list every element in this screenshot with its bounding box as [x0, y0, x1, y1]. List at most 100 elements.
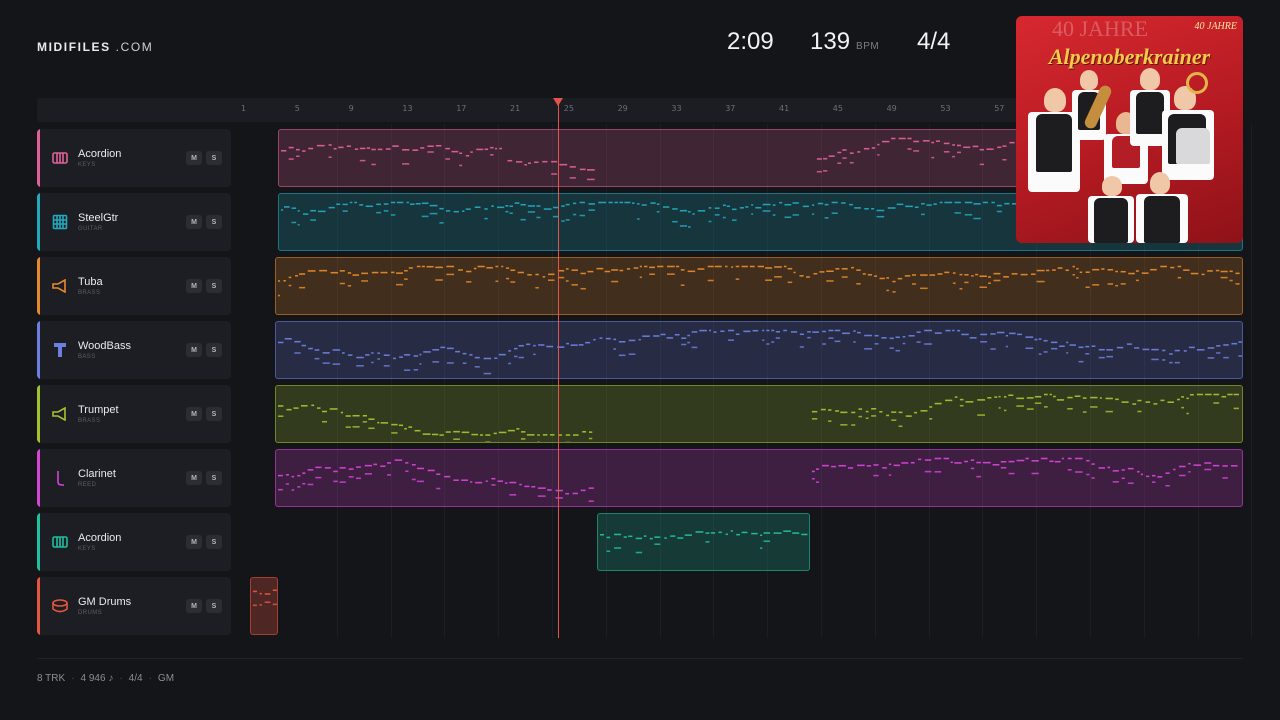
midi-clip[interactable] [597, 513, 810, 571]
playhead[interactable] [553, 98, 563, 638]
midi-clip[interactable] [275, 257, 1243, 315]
solo-button[interactable]: S [206, 215, 222, 229]
mute-button[interactable]: M [186, 599, 202, 613]
ruler-tick: 37 [725, 104, 736, 113]
playhead-handle[interactable] [553, 98, 563, 106]
grid-line [605, 124, 607, 638]
grid-line [1251, 124, 1253, 638]
footer-info: 8 TRK · 4 946 ♪ · 4/4 · GM [37, 673, 174, 684]
solo-button[interactable]: S [206, 407, 222, 421]
track-color-bar [37, 577, 40, 635]
track-category: KEYS [78, 162, 96, 168]
drum-icon [51, 597, 69, 615]
bpm-unit: BPM [856, 41, 880, 52]
solo-button[interactable]: S [206, 471, 222, 485]
grid-line [982, 124, 984, 638]
mute-button[interactable]: M [186, 215, 202, 229]
album-title: Alpenoberkrainer [1048, 44, 1211, 69]
midi-standard: GM [157, 673, 175, 684]
track-name: Trumpet [78, 404, 119, 416]
track-name: Acordion [78, 148, 122, 160]
grid-line [713, 124, 715, 638]
grid-line [336, 124, 338, 638]
track-header[interactable]: WoodBass BASS M S [37, 321, 231, 379]
footer-separator: · [148, 673, 152, 684]
midi-clip[interactable] [250, 577, 278, 635]
brand-name: MIDIFILES [37, 40, 111, 54]
grid-line [1036, 124, 1038, 638]
ruler-tick: 57 [994, 104, 1005, 113]
track-header[interactable]: Acordion KEYS M S [37, 513, 231, 571]
ruler-tick: 25 [563, 104, 574, 113]
album-badge: 40 JAHRE [1194, 21, 1238, 32]
grid-line [390, 124, 392, 638]
piano-icon [51, 533, 69, 551]
bass-icon [51, 341, 69, 359]
track-header[interactable]: Trumpet BRASS M S [37, 385, 231, 443]
track-header[interactable]: Tuba BRASS M S [37, 257, 231, 315]
mute-button[interactable]: M [186, 471, 202, 485]
grid-line [1090, 124, 1091, 638]
horn-icon [51, 277, 69, 295]
midi-clip[interactable] [275, 449, 1243, 507]
grid-line [498, 124, 500, 638]
midi-clip[interactable] [275, 385, 1243, 443]
grid-line [659, 124, 661, 638]
piano-icon [51, 149, 69, 167]
note-count: 4 946 ♪ [80, 673, 114, 684]
mute-button[interactable]: M [186, 151, 202, 165]
mute-button[interactable]: M [186, 407, 202, 421]
track-category: REED [78, 482, 97, 488]
solo-button[interactable]: S [206, 279, 222, 293]
arrangement-grid [237, 124, 1253, 638]
album-cover: 40 JAHRE 40 JAHRE Alpenoberkrainer [1016, 16, 1243, 243]
reed-icon [51, 469, 69, 487]
tempo-display: 139 BPM [810, 28, 879, 56]
grid-line [767, 124, 769, 638]
track-name: Clarinet [78, 468, 116, 480]
grid-line [552, 124, 553, 638]
track-category: GUITAR [78, 226, 103, 232]
mute-button[interactable]: M [186, 343, 202, 357]
solo-button[interactable]: S [206, 599, 222, 613]
ruler-tick: 53 [940, 104, 951, 113]
track-header[interactable]: GM Drums DRUMS M S [37, 577, 231, 635]
horn-icon [51, 405, 69, 423]
ruler-tick: 29 [617, 104, 628, 113]
track-header[interactable]: Acordion KEYS M S [37, 129, 231, 187]
solo-button[interactable]: S [206, 343, 222, 357]
grid-line [444, 124, 446, 638]
footer-separator: · [71, 673, 75, 684]
track-name: GM Drums [78, 596, 132, 608]
track-color-bar [37, 513, 40, 571]
midi-clip[interactable] [275, 321, 1243, 379]
track-name: SteelGtr [78, 212, 119, 224]
solo-button[interactable]: S [206, 535, 222, 549]
ruler-tick: 9 [348, 104, 354, 113]
footer-meter: 4/4 [128, 673, 143, 684]
track-color-bar [37, 449, 40, 507]
ruler-tick: 41 [779, 104, 790, 113]
track-header[interactable]: SteelGtr GUITAR M S [37, 193, 231, 251]
grid-line [928, 124, 930, 638]
grid-line [1197, 124, 1199, 638]
track-header[interactable]: Clarinet REED M S [37, 449, 231, 507]
track-count: 8 TRK [37, 673, 66, 684]
solo-button[interactable]: S [206, 151, 222, 165]
footer-separator: · [119, 673, 123, 684]
ruler-tick: 49 [886, 104, 897, 113]
time-display: 2:09 [727, 28, 774, 56]
track-category: BRASS [78, 290, 101, 296]
brand-domain: .COM [110, 40, 154, 54]
mute-button[interactable]: M [186, 279, 202, 293]
ruler-tick: 21 [510, 104, 521, 113]
track-color-bar [37, 257, 40, 315]
mute-button[interactable]: M [186, 535, 202, 549]
track-category: BRASS [78, 418, 101, 424]
meter-display: 4/4 [917, 28, 950, 56]
ruler-tick: 17 [456, 104, 467, 113]
brand-logo: MIDIFILES .COM [37, 40, 153, 54]
track-name: Acordion [78, 532, 122, 544]
guitar-icon [51, 213, 69, 231]
track-color-bar [37, 129, 40, 187]
